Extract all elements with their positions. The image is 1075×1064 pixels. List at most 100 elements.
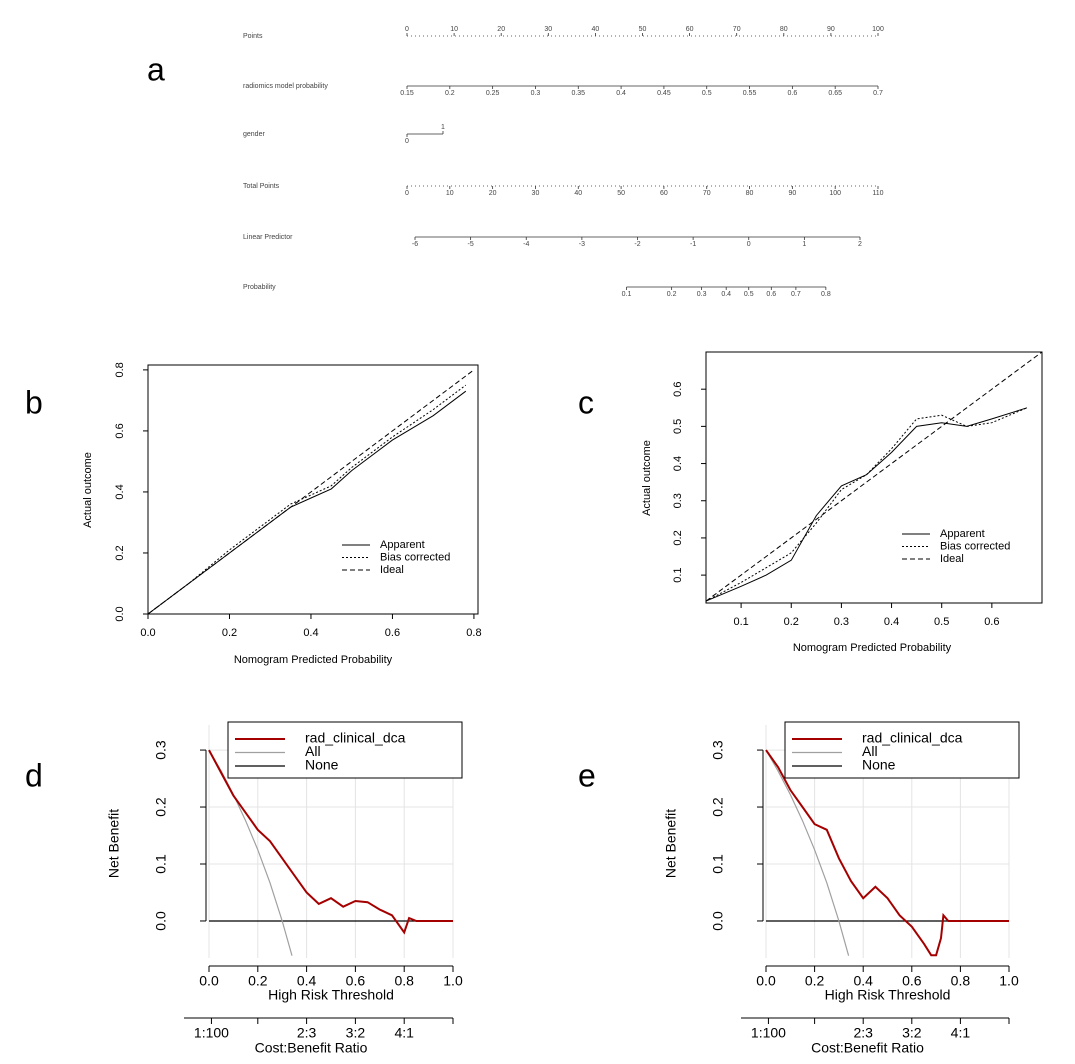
x-tick-label: 0.0 <box>199 973 219 989</box>
x-tick-label: 0.2 <box>222 627 237 639</box>
x2-tick-label: 2:3 <box>853 1025 873 1041</box>
y-tick-label: 0.1 <box>672 567 684 582</box>
y-tick-label: 0.3 <box>672 493 684 508</box>
series-line <box>147 390 467 615</box>
x-tick-label: 0.6 <box>385 627 400 639</box>
scale-tick-label: 0.3 <box>531 90 541 97</box>
series-line <box>705 407 1028 602</box>
x-tick-label: 0.2 <box>805 973 825 989</box>
scale-tick-label: 50 <box>639 26 647 33</box>
scale-tick-label: -4 <box>523 241 529 248</box>
x-axis-title: Nomogram Predicted Probability <box>793 642 952 654</box>
scale-tick-label: 0.5 <box>744 291 754 298</box>
x-tick-label: 0.0 <box>140 627 155 639</box>
scale-tick-label: 0.7 <box>791 291 801 298</box>
legend-label: Ideal <box>380 564 404 576</box>
scale-tick-label: -6 <box>412 241 418 248</box>
panel-label: d <box>25 757 43 793</box>
scale-tick-label: 10 <box>450 26 458 33</box>
x2-axis-title: Cost:Benefit Ratio <box>255 1040 368 1056</box>
x-axis-title: Nomogram Predicted Probability <box>234 654 393 666</box>
scale-tick-label: 0.5 <box>702 90 712 97</box>
y-tick-label: 0.1 <box>153 854 169 874</box>
scale-tick-label: 60 <box>660 190 668 197</box>
x-tick-label: 0.2 <box>248 973 268 989</box>
scale-name: radiomics model probability <box>243 83 328 90</box>
scale-tick-label: 20 <box>497 26 505 33</box>
x2-tick-label: 2:3 <box>297 1025 317 1041</box>
y-tick-label: 0.6 <box>114 423 126 438</box>
series-line <box>765 749 1009 957</box>
y-tick-label: 0.3 <box>710 740 726 760</box>
scale-tick-label: 0.15 <box>400 90 414 97</box>
scale-name: Linear Predictor <box>243 234 293 241</box>
scale-tick-label: 0.4 <box>721 291 731 298</box>
scale-tick-label: 0.6 <box>787 90 797 97</box>
scale-tick-label: 0.6 <box>766 291 776 298</box>
x-tick-label: 0.4 <box>853 973 873 989</box>
panel-label: b <box>25 384 43 420</box>
y-tick-label: 0.0 <box>153 911 169 931</box>
scale-tick-label: 2 <box>858 241 862 248</box>
x-tick-label: 0.4 <box>303 627 318 639</box>
x-tick-label: 0.2 <box>784 616 799 628</box>
scale-tick-label: 10 <box>446 190 454 197</box>
scale-tick-label: 60 <box>686 26 694 33</box>
x-tick-label: 0.8 <box>951 973 971 989</box>
scale-tick-label: 40 <box>574 190 582 197</box>
scale-tick-label: 80 <box>746 190 754 197</box>
x-tick-label: 1.0 <box>443 973 463 989</box>
x-tick-label: 0.6 <box>902 973 922 989</box>
legend-label: Apparent <box>380 539 425 551</box>
scale-tick-label: 0.35 <box>571 90 585 97</box>
scale-tick-label: -3 <box>579 241 585 248</box>
scale-tick-label: 90 <box>788 190 796 197</box>
x-tick-label: 0.1 <box>733 616 748 628</box>
x-tick-label: 1.0 <box>999 973 1019 989</box>
scale-tick-label: 0.55 <box>743 90 757 97</box>
scale-tick-label: 40 <box>592 26 600 33</box>
legend-label: All <box>305 743 321 759</box>
x-tick-label: 0.8 <box>394 973 414 989</box>
legend-label: Bias corrected <box>380 551 450 563</box>
panel-label: e <box>578 757 596 793</box>
x-tick-label: 0.8 <box>466 627 481 639</box>
scale-tick-label: 0.3 <box>697 291 707 298</box>
scale-tick-label: 0.7 <box>873 90 883 97</box>
series-line <box>208 749 453 935</box>
scale-tick-label: 20 <box>489 190 497 197</box>
y-tick-label: 0.2 <box>710 797 726 817</box>
x2-tick-label: 1:100 <box>194 1025 229 1041</box>
scale-tick-label: 30 <box>532 190 540 197</box>
scale-tick-label: 0.2 <box>445 90 455 97</box>
scale-tick-label: -2 <box>634 241 640 248</box>
x-tick-label: 0.4 <box>297 973 317 989</box>
x-tick-label: 0.5 <box>934 616 949 628</box>
scale-tick-label: 30 <box>544 26 552 33</box>
scale-tick-label: 50 <box>617 190 625 197</box>
plot-frame <box>147 364 479 615</box>
scale-tick-label: 0.4 <box>616 90 626 97</box>
x2-tick-label: 1:100 <box>751 1025 786 1041</box>
scale-tick-label: 0.8 <box>821 291 831 298</box>
scale-tick-label: 0 <box>405 138 409 145</box>
y-tick-label: 0.2 <box>153 797 169 817</box>
legend-label: None <box>862 757 896 773</box>
scale-tick-label: 0.2 <box>667 291 677 298</box>
scale-tick-label: 0 <box>405 26 409 33</box>
scale-name: gender <box>243 131 265 138</box>
x-axis-title: High Risk Threshold <box>268 987 394 1003</box>
scale-tick-label: 70 <box>733 26 741 33</box>
scale-name: Total Points <box>243 183 280 190</box>
scale-tick-label: 0.65 <box>828 90 842 97</box>
scale-tick-label: 0 <box>405 190 409 197</box>
plot-frame <box>705 351 1043 604</box>
y-tick-label: 0.0 <box>710 911 726 931</box>
y-axis-title: Actual outcome <box>82 452 94 528</box>
legend-label: Apparent <box>940 528 985 540</box>
scale-tick-label: -1 <box>690 241 696 248</box>
legend-label: rad_clinical_dca <box>862 730 963 746</box>
x2-tick-label: 3:2 <box>902 1025 922 1041</box>
legend-label: All <box>862 743 878 759</box>
